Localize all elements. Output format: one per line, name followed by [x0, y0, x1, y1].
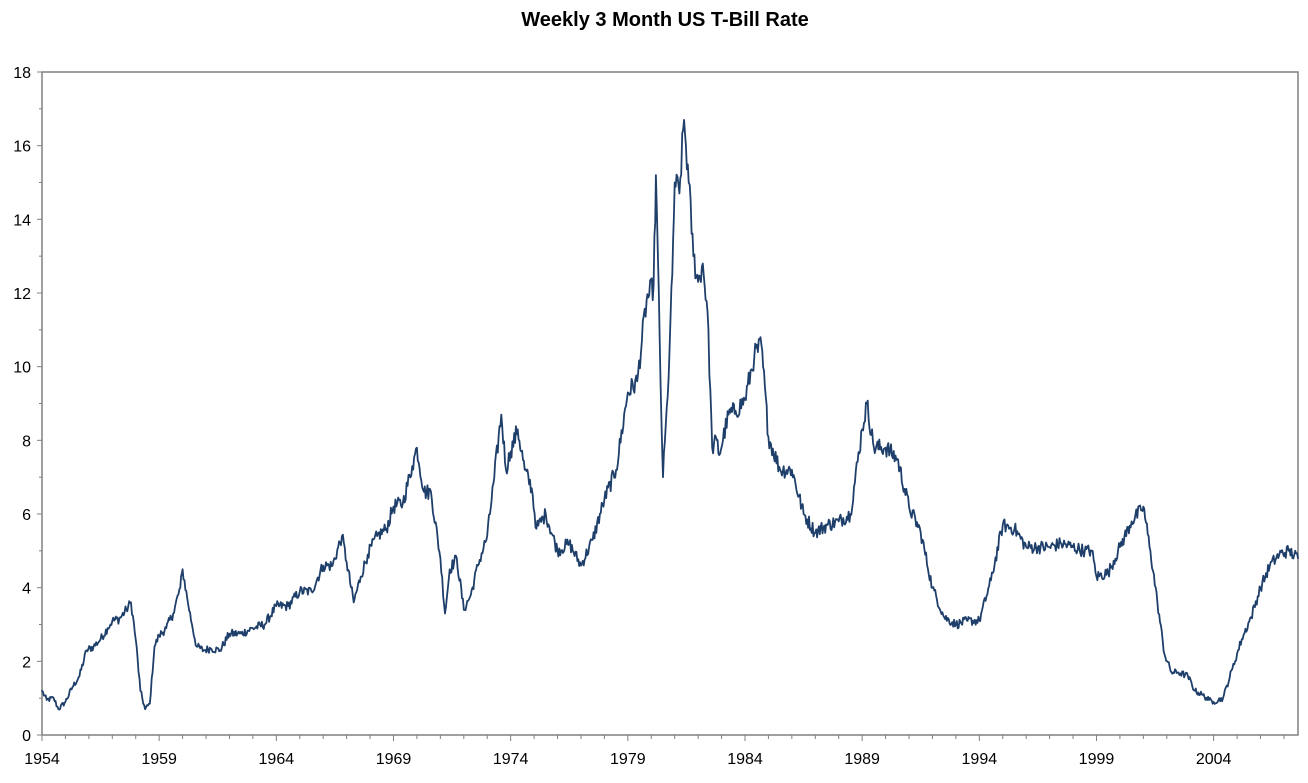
- x-tick-label: 1999: [1079, 751, 1115, 768]
- y-tick-label: 4: [22, 581, 31, 598]
- x-tick-label: 1979: [610, 751, 646, 768]
- series-line: [41, 119, 1299, 711]
- y-tick-label: 10: [13, 360, 31, 377]
- chart-title: Weekly 3 Month US T-Bill Rate: [521, 9, 808, 31]
- x-tick-label: 1974: [493, 751, 529, 768]
- y-axis: 0 2 4 6 8 10 12 14 16 18: [13, 65, 42, 745]
- series-group: [41, 119, 1299, 711]
- x-tick-label: 2004: [1196, 751, 1232, 768]
- y-tick-label: 6: [22, 507, 31, 524]
- y-tick-label: 2: [22, 654, 31, 671]
- y-tick-label: 14: [13, 212, 31, 229]
- x-tick-label: 1994: [962, 751, 998, 768]
- x-axis: 1954 1959 1964 1969 1974 1979 1984 1989 1994 1999…: [24, 735, 1285, 768]
- x-tick-label: 1964: [259, 751, 295, 768]
- x-tick-label: 1984: [727, 751, 763, 768]
- y-tick-label: 12: [13, 286, 31, 303]
- x-tick-label: 1954: [24, 751, 60, 768]
- y-tick-label: 0: [22, 728, 31, 745]
- x-tick-label: 1959: [141, 751, 177, 768]
- x-tick-label: 1989: [844, 751, 880, 768]
- y-tick-label: 16: [13, 139, 31, 156]
- x-tick-label: 1969: [376, 751, 412, 768]
- y-tick-label: 8: [22, 433, 31, 450]
- y-tick-label: 18: [13, 65, 31, 82]
